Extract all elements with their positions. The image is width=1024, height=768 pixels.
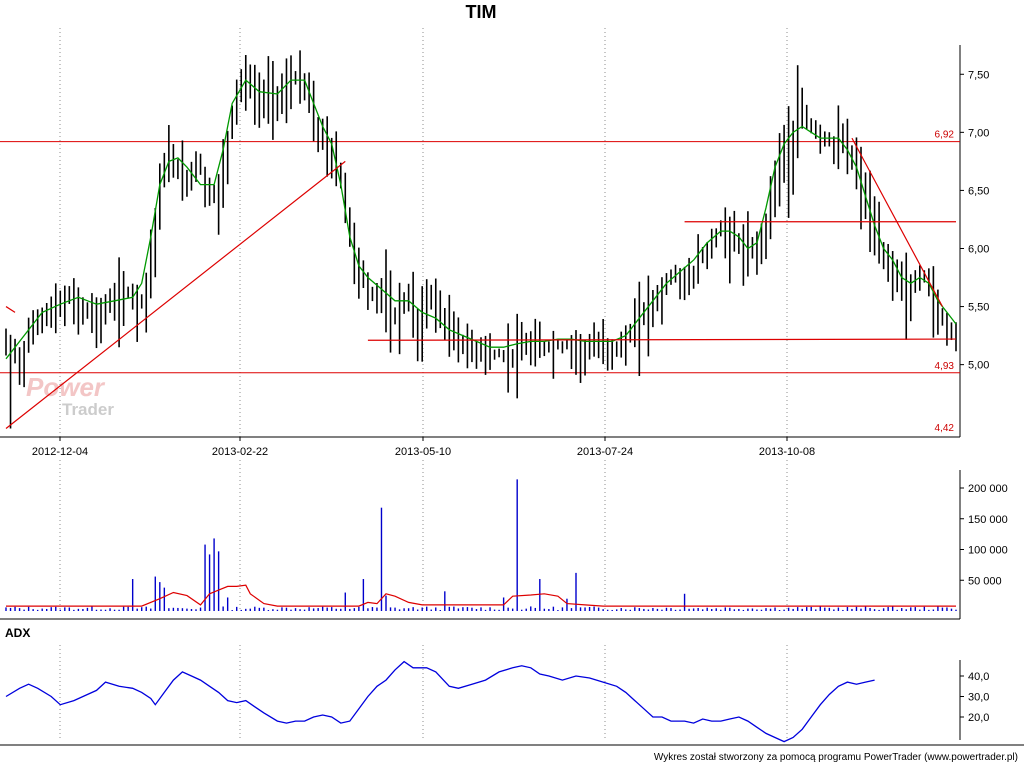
volume-y-tick-label: 100 000 (968, 545, 1008, 557)
adx-y-tick-label: 30,0 (968, 692, 989, 704)
date-x-axis: 2012-12-04 2013-02-22 2013-05-10 2013-07-24… (32, 437, 815, 458)
trendline-4 (5, 306, 16, 313)
adx-panel-label: ADX (5, 626, 30, 640)
adx-line (5, 660, 875, 743)
date-tick-label: 2013-05-10 (395, 446, 451, 458)
price-y-tick-label: 5,00 (968, 360, 989, 372)
volume-y-axis: 50 000 100 000 150 000 200 000 (960, 483, 1008, 587)
powertrader-watermark: PowerTrader (26, 372, 114, 419)
volume-grid (0, 460, 961, 620)
adx-series-line (5, 660, 875, 743)
trendline-3 (851, 137, 943, 307)
adx-y-tick-label: 40,0 (968, 671, 989, 683)
adx-y-tick-label: 20,0 (968, 712, 989, 724)
price-panel: 6,92 4,93 4,42 PowerTrader 5,00 5,50 6,00 6,5… (0, 28, 989, 458)
adx-panel: ADX 20,0 30,0 40,0 (5, 626, 989, 743)
price-levels: 6,92 4,93 4,42 (0, 130, 960, 434)
date-tick-label: 2013-10-08 (759, 446, 815, 458)
adx-grid (59, 645, 961, 740)
price-trendlines (5, 137, 957, 429)
price-y-tick-label: 6,50 (968, 185, 989, 197)
price-grid (0, 28, 961, 438)
price-y-tick-label: 7,50 (968, 69, 989, 81)
volume-y-tick-label: 200 000 (968, 483, 1008, 495)
volume-average-path (6, 584, 956, 607)
volume-panel: 50 000 100 000 150 000 200 000 (0, 460, 1008, 620)
adx-y-axis: 20,0 30,0 40,0 (960, 671, 989, 724)
price-min-label: 4,42 (935, 423, 955, 434)
volume-y-tick-label: 50 000 (968, 575, 1002, 587)
date-tick-label: 2013-02-22 (212, 446, 268, 458)
price-y-axis: 5,00 5,50 6,00 6,50 7,00 7,50 (960, 69, 989, 372)
price-y-tick-label: 7,00 (968, 127, 989, 139)
chart-title: TIM (466, 2, 497, 22)
moving-average-line (5, 79, 957, 360)
trendline-1 (367, 338, 957, 341)
price-level-label: 6,92 (935, 130, 955, 141)
price-moving-average (5, 79, 957, 360)
price-y-tick-label: 6,00 (968, 243, 989, 255)
volume-average-line (6, 584, 956, 607)
volume-y-tick-label: 150 000 (968, 514, 1008, 526)
footer-credit: Wykres został stworzony za pomocą progra… (654, 752, 1018, 763)
price-level-label: 4,93 (935, 361, 955, 372)
watermark-text-trader: Trader (62, 400, 114, 419)
price-y-tick-label: 5,50 (968, 302, 989, 314)
date-tick-label: 2013-07-24 (577, 446, 633, 458)
watermark-text-power: Power (26, 372, 106, 402)
date-tick-label: 2012-12-04 (32, 446, 88, 458)
volume-bars (5, 479, 957, 611)
trendline-0 (5, 160, 346, 429)
